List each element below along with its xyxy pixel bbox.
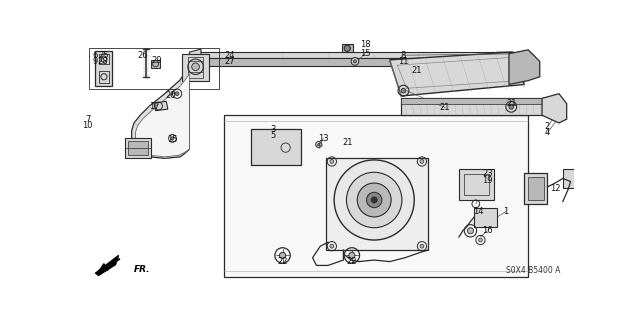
Text: 17: 17 bbox=[149, 101, 160, 111]
Text: 22: 22 bbox=[277, 257, 288, 266]
Circle shape bbox=[192, 63, 200, 70]
Circle shape bbox=[349, 252, 355, 258]
Polygon shape bbox=[128, 141, 148, 155]
Polygon shape bbox=[136, 74, 189, 157]
Text: 27: 27 bbox=[224, 57, 235, 66]
Text: 22: 22 bbox=[347, 257, 357, 266]
Polygon shape bbox=[326, 158, 428, 250]
Text: 29: 29 bbox=[151, 56, 161, 65]
Polygon shape bbox=[151, 60, 160, 68]
Circle shape bbox=[367, 192, 382, 208]
Text: 19: 19 bbox=[482, 176, 493, 185]
Circle shape bbox=[353, 60, 356, 63]
Polygon shape bbox=[189, 52, 513, 58]
Circle shape bbox=[171, 137, 174, 140]
Text: 20: 20 bbox=[165, 91, 175, 100]
Text: 9: 9 bbox=[93, 57, 98, 66]
Circle shape bbox=[351, 57, 359, 65]
Text: 2: 2 bbox=[545, 122, 550, 131]
Text: 5: 5 bbox=[270, 131, 275, 140]
Polygon shape bbox=[95, 256, 118, 275]
Polygon shape bbox=[528, 177, 543, 200]
Text: 6: 6 bbox=[93, 51, 98, 60]
Text: 11: 11 bbox=[398, 57, 409, 66]
Text: 24: 24 bbox=[224, 51, 235, 60]
Text: 7: 7 bbox=[85, 115, 90, 124]
Text: 15: 15 bbox=[167, 136, 178, 145]
Text: 13: 13 bbox=[318, 134, 329, 143]
Circle shape bbox=[357, 183, 391, 217]
Circle shape bbox=[334, 160, 414, 240]
Circle shape bbox=[344, 45, 350, 51]
Text: 21: 21 bbox=[412, 66, 422, 75]
Text: 16: 16 bbox=[482, 226, 493, 235]
Circle shape bbox=[317, 143, 320, 146]
Circle shape bbox=[509, 105, 513, 109]
Polygon shape bbox=[474, 208, 497, 227]
Polygon shape bbox=[251, 129, 301, 165]
Text: 21: 21 bbox=[342, 138, 353, 147]
Text: 1: 1 bbox=[503, 207, 509, 216]
Polygon shape bbox=[189, 58, 513, 66]
Polygon shape bbox=[542, 94, 566, 123]
Text: 25: 25 bbox=[98, 51, 108, 60]
Text: 10: 10 bbox=[83, 121, 93, 130]
Circle shape bbox=[467, 228, 474, 234]
Text: 21: 21 bbox=[506, 99, 516, 108]
Text: 28: 28 bbox=[98, 57, 108, 66]
Polygon shape bbox=[132, 66, 189, 159]
Text: 26: 26 bbox=[138, 51, 148, 60]
Text: 12: 12 bbox=[550, 184, 561, 193]
Polygon shape bbox=[125, 138, 151, 159]
Circle shape bbox=[479, 238, 483, 242]
Text: 8: 8 bbox=[401, 51, 406, 60]
Circle shape bbox=[420, 160, 424, 163]
Text: 14: 14 bbox=[473, 207, 483, 216]
Text: FR.: FR. bbox=[134, 265, 150, 274]
Polygon shape bbox=[342, 44, 353, 52]
Polygon shape bbox=[401, 98, 543, 115]
Polygon shape bbox=[95, 51, 113, 86]
Circle shape bbox=[420, 244, 424, 248]
Polygon shape bbox=[524, 173, 547, 204]
Polygon shape bbox=[189, 49, 201, 66]
Bar bbox=[90, 48, 219, 89]
Text: S0X4 B5400 A: S0X4 B5400 A bbox=[506, 266, 561, 275]
Polygon shape bbox=[459, 169, 493, 200]
Text: 23: 23 bbox=[482, 168, 493, 178]
Polygon shape bbox=[390, 52, 524, 96]
Circle shape bbox=[330, 160, 334, 163]
Text: 21: 21 bbox=[440, 103, 451, 112]
Circle shape bbox=[401, 88, 406, 93]
Polygon shape bbox=[224, 115, 528, 277]
Polygon shape bbox=[563, 169, 579, 189]
Circle shape bbox=[371, 197, 378, 203]
Text: 18: 18 bbox=[360, 40, 371, 49]
Polygon shape bbox=[490, 52, 513, 66]
Text: 3: 3 bbox=[270, 125, 275, 134]
Circle shape bbox=[175, 92, 179, 96]
Circle shape bbox=[280, 252, 285, 258]
Polygon shape bbox=[509, 50, 540, 85]
Polygon shape bbox=[182, 54, 209, 81]
Circle shape bbox=[330, 244, 334, 248]
Text: 4: 4 bbox=[545, 129, 550, 137]
Polygon shape bbox=[401, 98, 543, 105]
Polygon shape bbox=[154, 101, 168, 111]
Text: 15: 15 bbox=[360, 49, 370, 58]
Circle shape bbox=[346, 172, 402, 228]
